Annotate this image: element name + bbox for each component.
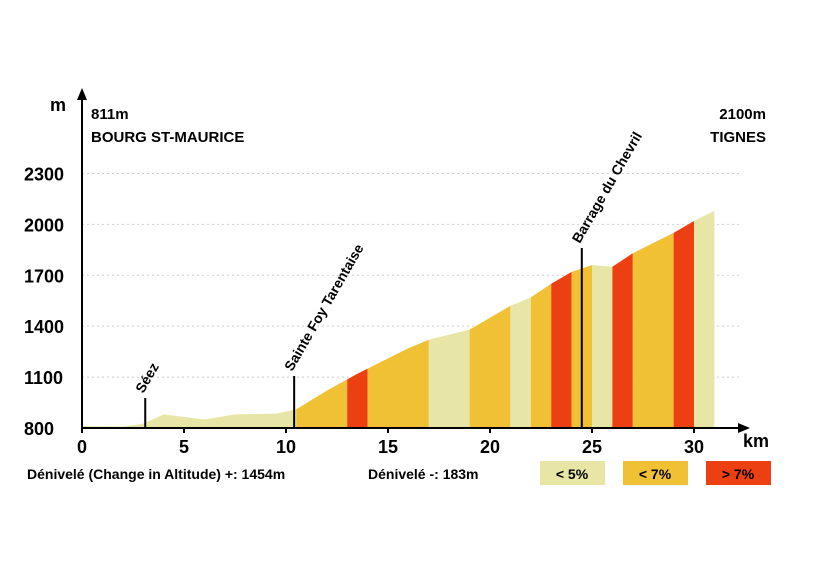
band-gt7-8 [551,271,572,428]
band-lt7-3 [367,339,429,428]
band-lt7-12 [632,232,674,428]
axes [77,88,750,433]
x-axis-arrow [738,423,750,433]
band-lt5-6 [510,297,531,428]
band-lt7-7 [530,283,552,428]
band-lt5-14 [694,210,715,428]
x-tick-label-20: 20 [480,437,500,457]
x-tick-label-25: 25 [582,437,602,457]
landmark-label-2: Barrage du Chevril [569,129,645,245]
legend-swatch-gt7 [706,461,771,485]
y-axis-arrow [77,88,87,100]
band-gt7-2 [347,368,368,428]
y-tick-label-800: 800 [24,419,54,439]
x-axis-unit: km [743,431,769,451]
landmark-label-0: Séez [132,360,162,396]
landmark-lines [144,248,583,428]
x-tick-label-15: 15 [378,437,398,457]
finish-name: TIGNES [710,129,766,146]
start-altitude: 811m [91,106,129,123]
legend-label-lt5: < 5% [556,466,589,482]
x-tick-label-5: 5 [179,437,189,457]
gradient-bands [82,210,715,428]
x-tick-label-10: 10 [276,437,296,457]
legend-swatch-lt5 [540,461,605,485]
landmark-label-1: Sainte Foy Tarentaise [281,241,367,374]
y-tick-label-1100: 1100 [24,368,63,388]
y-tick-label-2300: 2300 [24,164,64,184]
band-lt5-4 [428,329,470,428]
y-tick-label-1400: 1400 [24,317,64,337]
band-lt7-1 [296,379,348,428]
x-tick-label-0: 0 [77,437,87,457]
start-name: BOURG ST-MAURICE [91,129,244,146]
band-lt5-10 [592,265,613,428]
finish-altitude: 2100m [719,106,766,123]
elevation-loss: Dénivelé -: 183m [368,466,479,482]
y-tick-label-2000: 2000 [24,215,64,235]
band-gt7-13 [673,220,694,428]
band-lt7-5 [469,305,511,428]
band-lt5-0 [82,409,297,428]
legend-label-gt7: > 7% [722,466,755,482]
x-tick-label-30: 30 [684,437,704,457]
legend-label-lt7: < 7% [639,466,672,482]
legend: < 5% < 7% > 7% [540,461,771,485]
y-axis-unit: m [50,95,66,115]
band-gt7-11 [612,253,633,428]
elevation-gain: Dénivelé (Change in Altitude) +: 1454m [27,466,285,482]
tick-labels: 800 1100 1400 1700 2000 2300 0 5 10 15 20 25 30 [24,164,704,457]
legend-swatch-lt7 [623,461,688,485]
y-tick-label-1700: 1700 [24,266,64,286]
